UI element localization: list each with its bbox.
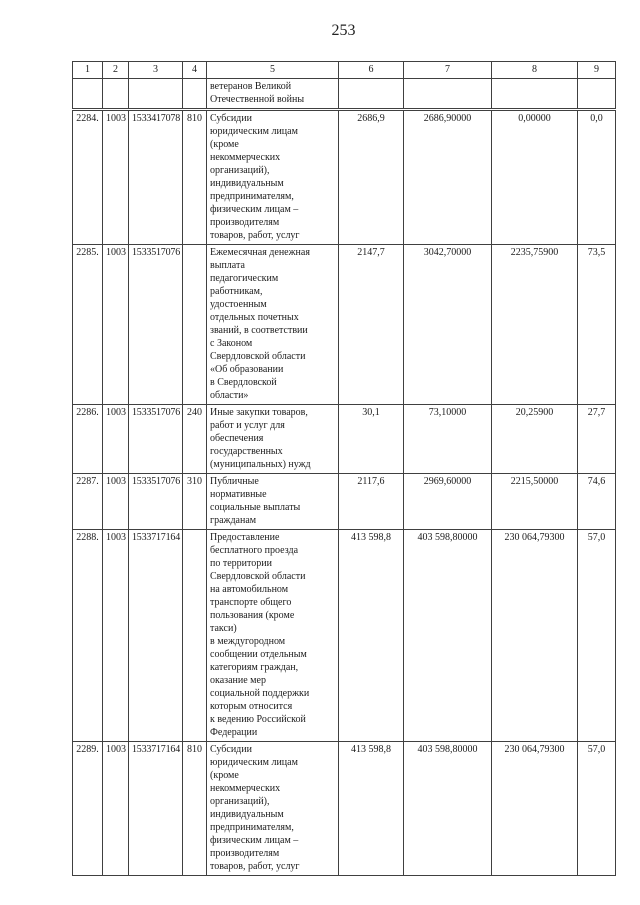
section-code-cell: 1003	[102, 741, 129, 876]
value-col7-cell: 403 598,80000	[403, 529, 492, 742]
value-col9-cell: 27,7	[577, 404, 616, 474]
row-number-cell	[72, 78, 103, 111]
row-number-cell: 2286.	[72, 404, 103, 474]
target-article-code-cell: 1533517076	[128, 244, 183, 405]
value-col7-cell: 2969,60000	[403, 473, 492, 530]
column-number: 3	[128, 61, 183, 79]
value-col9-cell: 57,0	[577, 741, 616, 876]
value-col9-cell: 0,0	[577, 109, 616, 245]
section-code-cell	[102, 78, 129, 111]
value-col6-cell: 30,1	[338, 404, 404, 474]
target-article-code-cell	[128, 78, 183, 111]
column-number: 8	[491, 61, 578, 79]
column-number: 9	[577, 61, 616, 79]
value-col6-cell: 413 598,8	[338, 741, 404, 876]
table-row: 2286. 1003 1533517076 240 Иные закупки товар…	[72, 404, 616, 474]
expense-type-code-cell	[182, 244, 207, 405]
row-number-cell: 2288.	[72, 529, 103, 742]
table-row: 2284. 1003 1533417078 810 Субсидии юридическ…	[72, 109, 616, 245]
value-col7-cell: 2686,90000	[403, 109, 492, 245]
target-article-code-cell: 1533717164	[128, 529, 183, 742]
expense-name-cell: ветеранов Великой Отечественной войны	[206, 78, 339, 111]
value-col8-cell: 230 064,79300	[491, 529, 578, 742]
column-number: 4	[182, 61, 207, 79]
value-col6-cell: 2117,6	[338, 473, 404, 530]
value-col6-cell: 2147,7	[338, 244, 404, 405]
value-col8-cell: 20,25900	[491, 404, 578, 474]
value-col7-cell: 3042,70000	[403, 244, 492, 405]
column-number: 5	[206, 61, 339, 79]
column-number: 2	[102, 61, 129, 79]
value-col8-cell: 0,00000	[491, 109, 578, 245]
row-number-cell: 2289.	[72, 741, 103, 876]
section-code-cell: 1003	[102, 473, 129, 530]
table-row: 2287. 1003 1533517076 310 Публичные норматив…	[72, 473, 616, 530]
target-article-code-cell: 1533517076	[128, 404, 183, 474]
expense-name-cell: Публичные нормативные социальные выплаты…	[206, 473, 339, 530]
expense-type-code-cell: 810	[182, 741, 207, 876]
value-col8-cell: 2215,50000	[491, 473, 578, 530]
value-col9-cell	[577, 78, 616, 111]
carryover-row: ветеранов Великой Отечественной войны	[72, 78, 616, 111]
column-number: 6	[338, 61, 404, 79]
expense-type-code-cell: 810	[182, 109, 207, 245]
page-number: 253	[331, 22, 356, 39]
row-number-cell: 2285.	[72, 244, 103, 405]
value-col6-cell: 413 598,8	[338, 529, 404, 742]
expense-type-code-cell	[182, 78, 207, 111]
column-number: 7	[403, 61, 492, 79]
value-col7-cell: 73,10000	[403, 404, 492, 474]
value-col9-cell: 73,5	[577, 244, 616, 405]
column-number: 1	[72, 61, 103, 79]
row-number-cell: 2284.	[72, 109, 103, 245]
value-col6-cell: 2686,9	[338, 109, 404, 245]
section-code-cell: 1003	[102, 529, 129, 742]
value-col7-cell	[403, 78, 492, 111]
value-col9-cell: 74,6	[577, 473, 616, 530]
value-col6-cell	[338, 78, 404, 111]
section-code-cell: 1003	[102, 244, 129, 405]
expense-name-cell: Ежемесячная денежная выплата педагогичес…	[206, 244, 339, 405]
budget-expense-table: 1 2 3 4 5 6 7 8 9 ветеранов Великой Отечественной…	[72, 61, 616, 876]
table-row: 2285. 1003 1533517076 Ежемесячная денежная …	[72, 244, 616, 405]
expense-type-code-cell: 310	[182, 473, 207, 530]
table-row: 2289. 1003 1533717164 810 Субсидии юридическ…	[72, 741, 616, 876]
value-col8-cell: 2235,75900	[491, 244, 578, 405]
value-col8-cell	[491, 78, 578, 111]
expense-type-code-cell: 240	[182, 404, 207, 474]
target-article-code-cell: 1533717164	[128, 741, 183, 876]
row-number-cell: 2287.	[72, 473, 103, 530]
expense-type-code-cell	[182, 529, 207, 742]
value-col9-cell: 57,0	[577, 529, 616, 742]
target-article-code-cell: 1533517076	[128, 473, 183, 530]
value-col7-cell: 403 598,80000	[403, 741, 492, 876]
section-code-cell: 1003	[102, 404, 129, 474]
expense-name-cell: Иные закупки товаров, работ и услуг для …	[206, 404, 339, 474]
table-row: 2288. 1003 1533717164 Предоставление беспла…	[72, 529, 616, 742]
value-col8-cell: 230 064,79300	[491, 741, 578, 876]
section-code-cell: 1003	[102, 109, 129, 245]
expense-name-cell: Субсидии юридическим лицам (кроме некомм…	[206, 741, 339, 876]
expense-name-cell: Субсидии юридическим лицам (кроме некомм…	[206, 109, 339, 245]
target-article-code-cell: 1533417078	[128, 109, 183, 245]
expense-name-cell: Предоставление бесплатного проезда по те…	[206, 529, 339, 742]
